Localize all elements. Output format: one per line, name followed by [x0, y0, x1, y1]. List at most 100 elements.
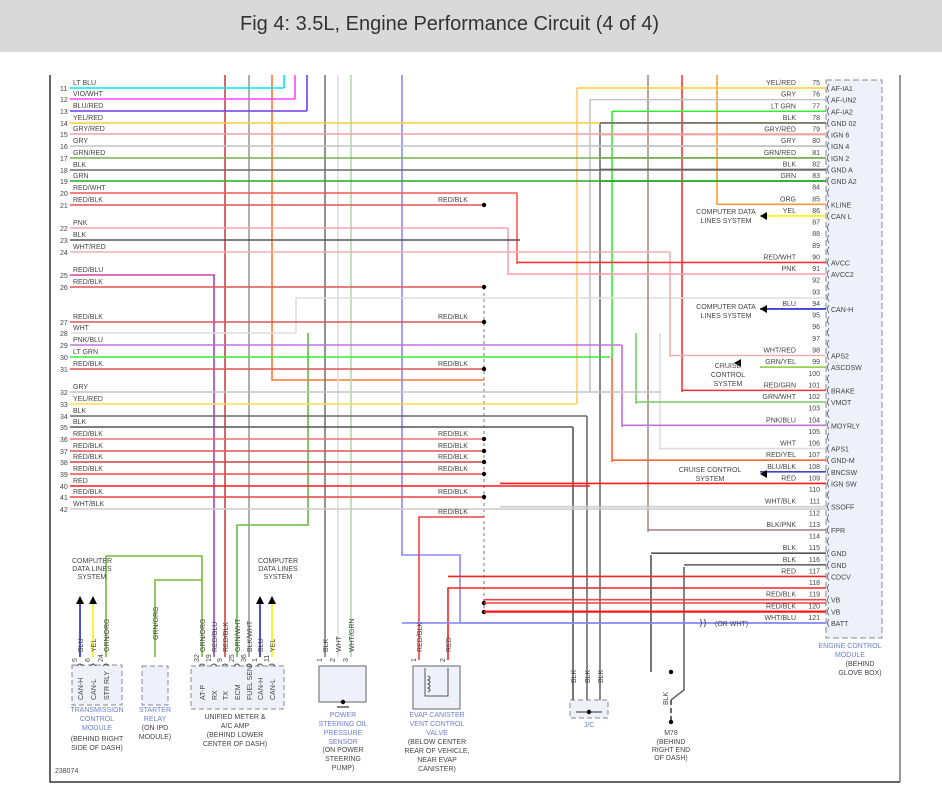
wire-vertical-8 — [105, 555, 203, 657]
left-pin-number: 27 — [60, 320, 68, 327]
ecm-wire-label: PNK/BLU — [766, 417, 796, 424]
wire-vertical-14 — [418, 516, 484, 660]
ecm-pin-number: 120 — [808, 603, 820, 610]
ecm-pin-number: 78 — [812, 115, 820, 122]
ecm-pin-name: GND — [831, 563, 847, 570]
jc-name: J/C — [584, 722, 595, 729]
mid-wire-label: RED/BLK — [438, 509, 468, 516]
connector-terminal-icon — [827, 165, 830, 174]
left-wire-label: RED/BLU — [73, 267, 103, 274]
pin-name: CAN-H — [258, 678, 265, 700]
connector-terminal-icon — [827, 339, 830, 349]
evap-location-line: CANISTER) — [418, 766, 456, 773]
or-wht-note: (OR WHT) — [715, 621, 748, 628]
ecm-pin-number: 119 — [809, 592, 820, 599]
ecm-wire-label: BLK — [783, 545, 797, 552]
cruise-control-label-1-line: CRUISE — [715, 363, 742, 370]
pin-number: 2 — [440, 658, 447, 662]
ps-sensor-box — [318, 665, 367, 703]
ps-sensor-location: (ON POWER STEERING PUMP) — [322, 747, 363, 772]
connector-terminal-icon — [827, 269, 830, 279]
ecm-pin-name: CAN L — [831, 214, 852, 221]
left-pin-number: 38 — [60, 460, 68, 467]
ecm-pin-number: 110 — [809, 487, 820, 494]
ecm-wire-label: BLK — [783, 161, 797, 168]
starter-relay-name-line: RELAY — [144, 716, 167, 723]
left-wire-label: GRN — [73, 173, 89, 180]
connector-terminal-icon — [827, 200, 830, 209]
mid-wire-label: RED/BLK — [438, 489, 468, 496]
unified-meter-box — [190, 665, 285, 710]
left-wire-label: YEL/RED — [73, 396, 103, 403]
tcm-name-line: CONTROL — [80, 716, 114, 723]
pin-wire-label: BLK — [323, 638, 330, 652]
ecm-pin-name: KLINE — [831, 202, 852, 209]
ecm-pin-name: AVCC2 — [831, 272, 854, 279]
pin-name: RX — [212, 690, 219, 700]
splice-dot — [481, 459, 487, 465]
ecm-pin-name: GND A — [831, 167, 853, 174]
left-pin-number: 25 — [60, 273, 68, 280]
ecm-pin-number: 99 — [812, 359, 820, 366]
left-wire-label: PNK/BLU — [73, 337, 103, 344]
left-pin-number: 23 — [60, 238, 68, 245]
splice-dot — [481, 319, 487, 325]
pin-wire-label: RED — [446, 637, 453, 652]
ecm-pin-number: 83 — [812, 173, 820, 180]
ecm-pin-number: 96 — [812, 324, 820, 331]
evap-location-line: NEAR EVAP — [417, 757, 457, 764]
left-pin-number: 14 — [60, 121, 68, 128]
left-wire-label: RED — [73, 478, 88, 485]
left-wire-label: GRY — [73, 384, 88, 391]
computer-data-lines-label-2-line: COMPUTER DATA — [696, 304, 756, 311]
connector-terminal-icon — [827, 95, 830, 104]
ecm-pin-number: 89 — [812, 243, 820, 250]
arrow-icon — [76, 596, 84, 604]
ecm-wire-label: WHT/BLU — [765, 615, 797, 622]
left-wire-label: RED/BLK — [73, 314, 103, 321]
left-wire-label: RED/BLK — [73, 431, 103, 438]
ecm-name-line: MODULE — [835, 652, 865, 659]
ecm-pin-name: BRAKE — [831, 388, 855, 395]
evap-name: EVAP CANISTER VENT CONTROL VALVE — [409, 712, 464, 737]
connector-terminal-icon — [827, 234, 830, 244]
ecm-wire-label: GRN/RED — [764, 150, 796, 157]
ecm-location: (BEHIND GLOVE BOX) — [838, 661, 881, 677]
evap-location: (BELOW CENTER REAR OF VEHICLE, NEAR EVAP CA… — [405, 739, 470, 773]
ecm-wire-label: WHT — [780, 441, 797, 448]
left-pin-number: 18 — [60, 168, 68, 175]
pin-number: 3 — [343, 658, 350, 662]
tcm-name-line: TRANSMISSION — [70, 707, 123, 714]
ecm-wire-label: BLK — [783, 557, 797, 564]
ecm-pin-name: APS2 — [831, 353, 849, 360]
figure-id: 238074 — [55, 768, 78, 775]
wire-vertical-9 — [154, 579, 202, 657]
tcm-name-line: MODULE — [82, 725, 112, 732]
m78-name: M78 — [664, 730, 678, 737]
splice-dot — [586, 709, 592, 715]
connector-terminal-icon — [827, 141, 830, 151]
ecm-wire-label: RED/GRN — [764, 382, 796, 389]
splice-dot — [481, 436, 487, 442]
ecm-name: ENGINE CONTROL MODULE — [818, 643, 881, 659]
left-pin-number: 39 — [60, 472, 68, 479]
mid-wire-label: RED/BLK — [438, 466, 468, 473]
cruise-control-label-2-line: CRUISE CONTROL — [679, 467, 742, 474]
left-wire-label: BLK — [73, 232, 87, 239]
left-pin-number: 26 — [60, 285, 68, 292]
ecm-wire-label: BLK/PNK — [766, 522, 796, 529]
ecm-wire-label: GRN/YEL — [765, 359, 796, 366]
m78-location-line: (BEHIND — [657, 739, 686, 746]
ecm-wire-label: RED — [781, 568, 796, 575]
pin-wire-label: WHT — [336, 635, 343, 652]
pin-wire-label: RED/BLU — [212, 622, 219, 652]
pin-name: STR RLY — [104, 671, 111, 700]
connector-terminal-icon — [245, 663, 253, 667]
connector-terminal-icon — [827, 374, 830, 383]
connector-terminal-icon — [827, 467, 830, 477]
ecm-pin-number: 105 — [808, 429, 820, 436]
connector-terminal-icon — [102, 663, 110, 667]
connector-terminal-icon — [827, 246, 830, 256]
ecm-name-line: ENGINE CONTROL — [818, 643, 881, 650]
